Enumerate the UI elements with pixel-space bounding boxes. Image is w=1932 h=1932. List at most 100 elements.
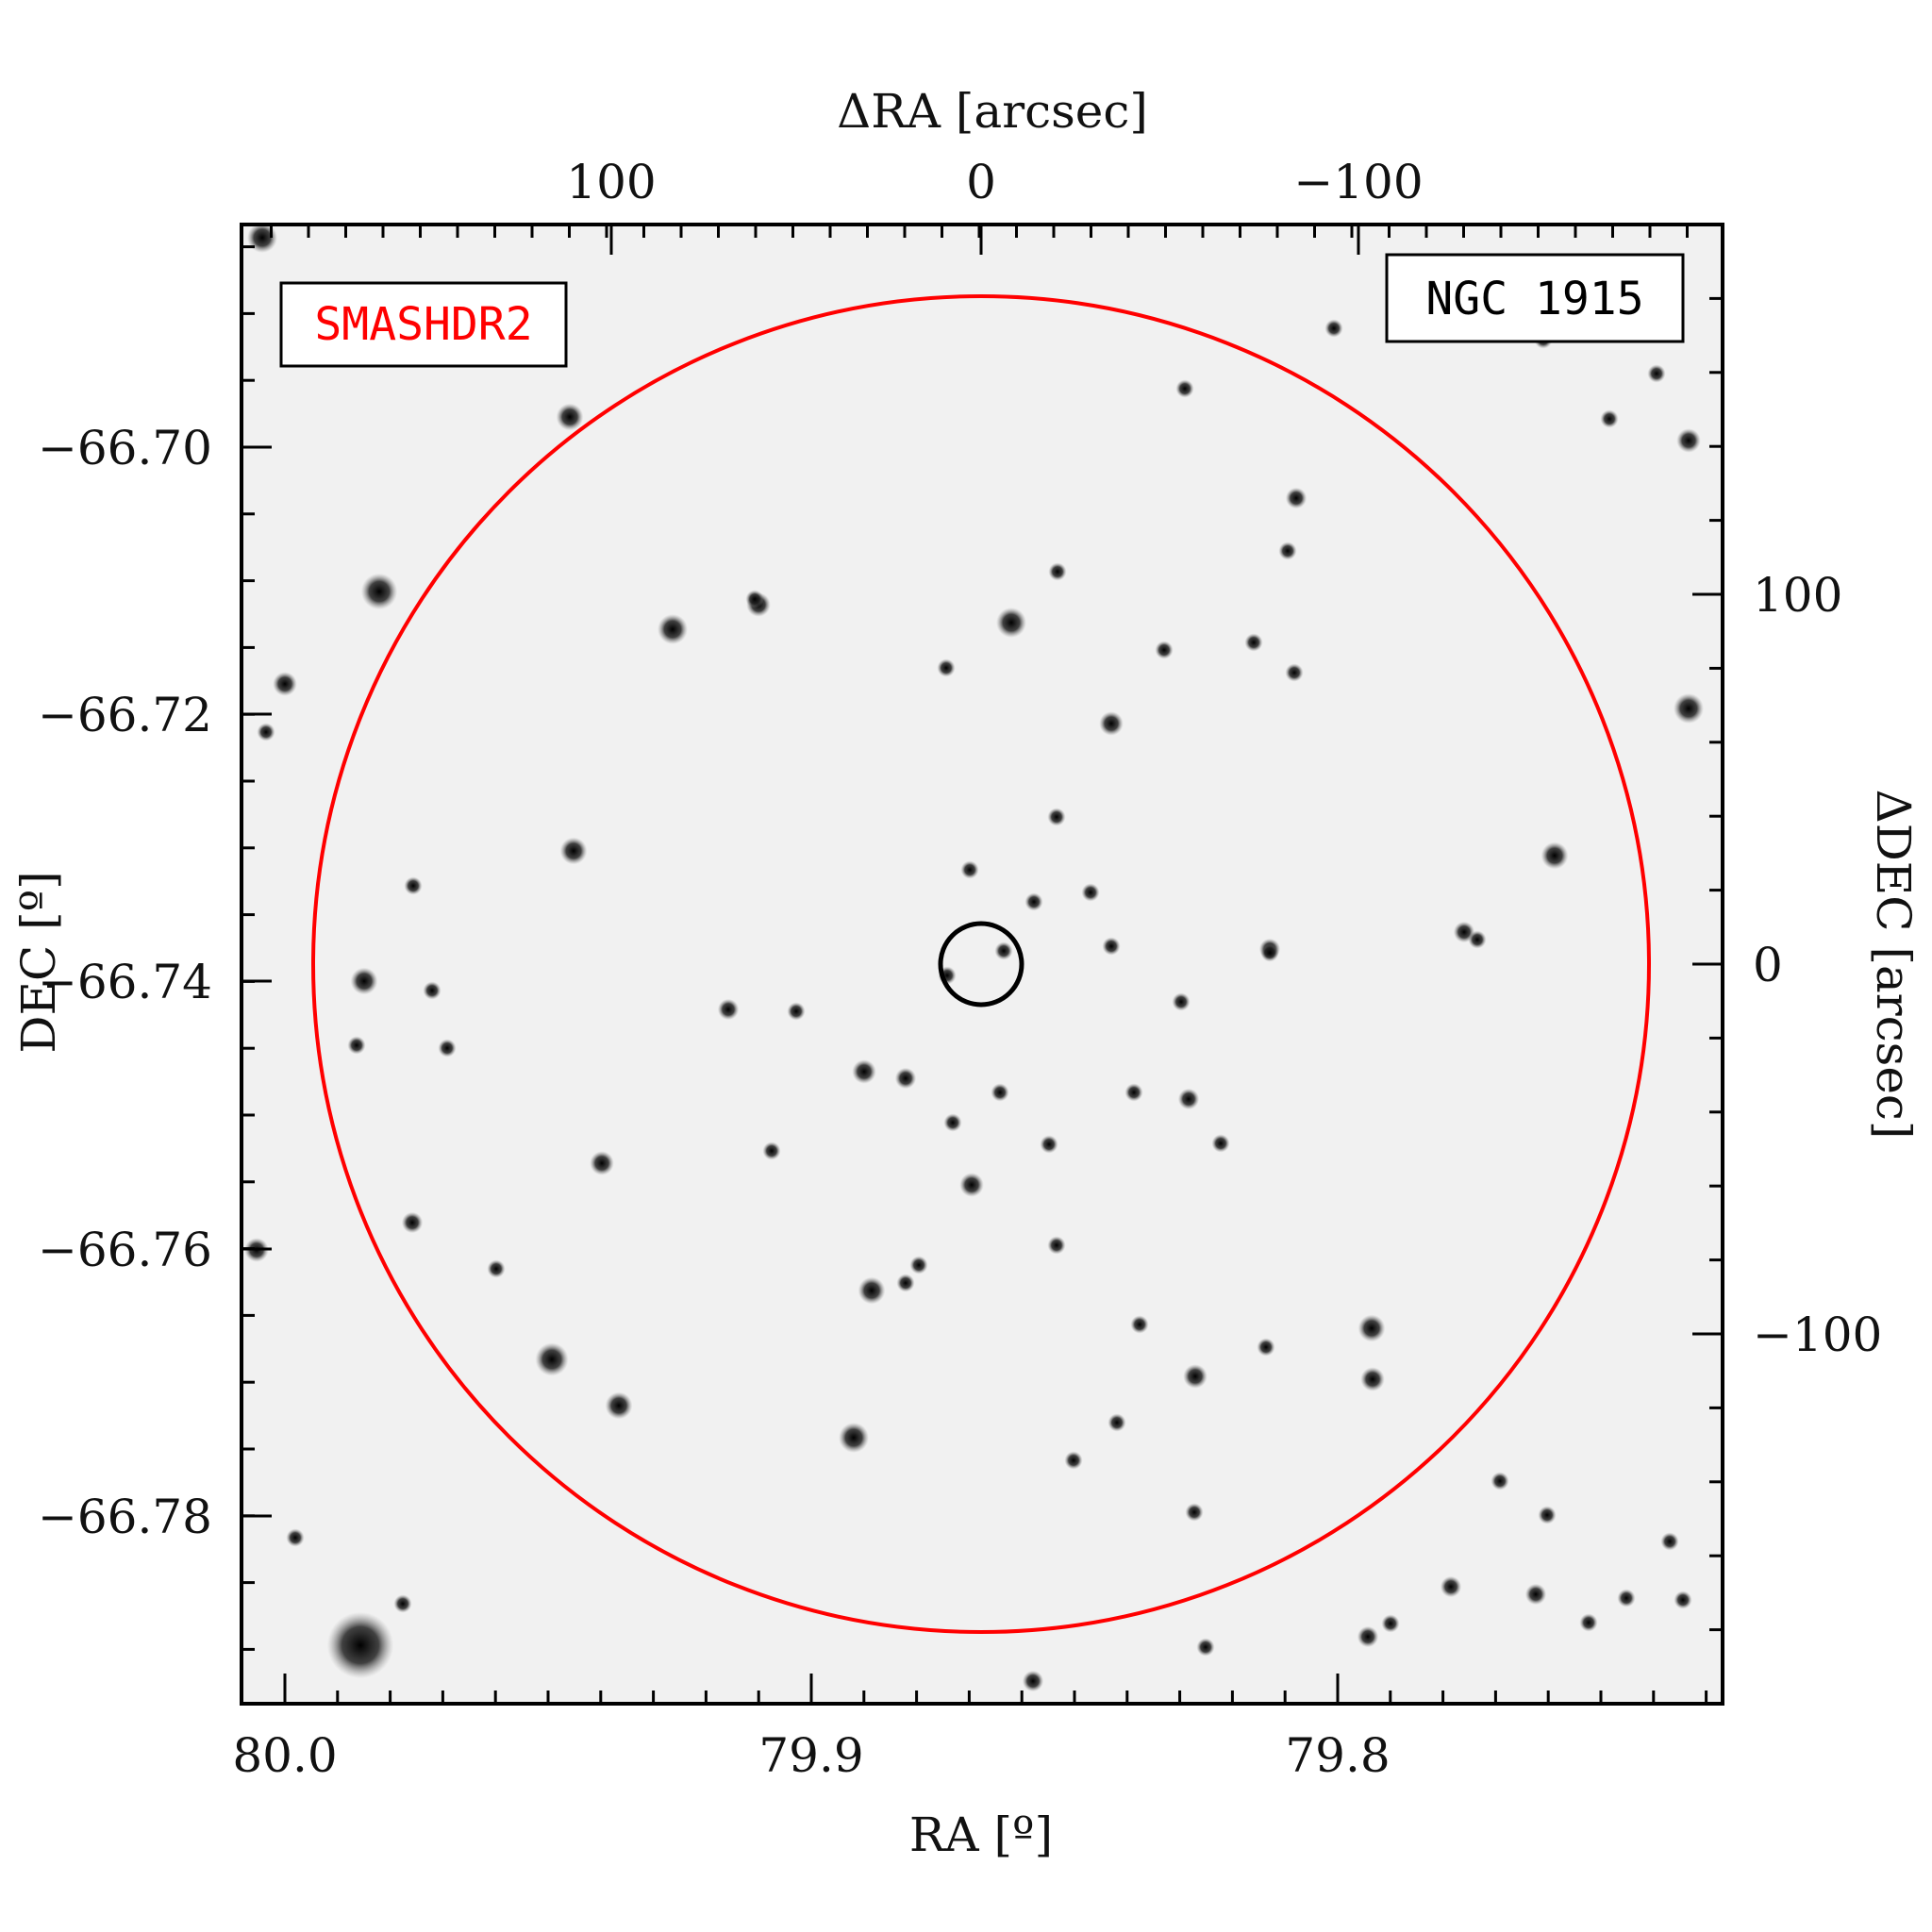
- survey-label: SMASHDR2: [314, 298, 532, 351]
- star: [1524, 1583, 1547, 1606]
- survey-label-box: SMASHDR2: [279, 281, 568, 368]
- star: [286, 1528, 305, 1547]
- star: [896, 1274, 915, 1292]
- star: [894, 1067, 917, 1090]
- left-axis-title: DEC [º]: [11, 871, 66, 1053]
- left-tick-label: −66.76: [38, 1223, 212, 1277]
- top-tick-labels: 100 0 −100: [566, 155, 1423, 209]
- bottom-tick-label: 80.0: [232, 1728, 337, 1783]
- right-tick-label: 0: [1753, 938, 1783, 992]
- star: [605, 1391, 633, 1420]
- star: [1360, 1367, 1385, 1391]
- star: [1211, 1134, 1230, 1153]
- star: [1108, 1413, 1126, 1432]
- star: [401, 1211, 424, 1234]
- star: [717, 998, 740, 1021]
- star: [1660, 1532, 1679, 1551]
- star: [404, 876, 423, 895]
- star: [1600, 409, 1619, 428]
- left-tick-label: −66.70: [38, 421, 212, 475]
- star: [438, 1039, 457, 1058]
- right-axis-title: ΔDEC [arcsec]: [1866, 790, 1921, 1140]
- star: [1285, 663, 1304, 682]
- bottom-axis-title: RA [º]: [909, 1807, 1053, 1862]
- right-tick-labels: 100 0 −100: [1753, 568, 1882, 1362]
- star: [1381, 1614, 1400, 1633]
- star: [1324, 319, 1343, 338]
- star: [1040, 1135, 1058, 1154]
- star: [360, 573, 398, 610]
- right-tick-label: −100: [1753, 1307, 1882, 1362]
- star: [1081, 883, 1100, 902]
- star: [1177, 1088, 1200, 1110]
- axis-ticks: [242, 223, 1723, 1704]
- star: [1440, 1575, 1462, 1598]
- star: [1538, 1506, 1557, 1524]
- star: [1257, 1338, 1275, 1357]
- star: [994, 941, 1013, 960]
- selection-radius-circle: [311, 294, 1651, 1634]
- star: [1102, 937, 1121, 956]
- star: [839, 1423, 869, 1453]
- star: [1175, 379, 1194, 398]
- left-tick-label: −66.74: [38, 955, 212, 1009]
- star: [1024, 892, 1043, 911]
- star: [1196, 1638, 1215, 1657]
- star: [350, 967, 378, 995]
- left-tick-labels: −66.70 −66.72 −66.74 −66.76 −66.78: [38, 421, 212, 1544]
- star: [273, 672, 297, 696]
- star: [1617, 1589, 1636, 1607]
- star: [487, 1259, 506, 1278]
- star: [1047, 808, 1066, 826]
- star-field: [244, 225, 1704, 1692]
- star: [858, 1276, 886, 1305]
- bottom-tick-label: 79.9: [758, 1728, 863, 1783]
- star: [1155, 641, 1174, 659]
- star: [1278, 541, 1297, 560]
- star: [347, 1036, 366, 1055]
- star: [257, 723, 275, 741]
- star: [1647, 364, 1666, 383]
- star: [559, 837, 588, 865]
- top-axis-title: ΔRA [arcsec]: [837, 84, 1148, 139]
- top-tick-label: 0: [966, 155, 996, 209]
- star: [658, 614, 688, 644]
- star: [1130, 1315, 1149, 1334]
- star: [937, 658, 956, 677]
- star: [996, 608, 1026, 638]
- star: [787, 1002, 806, 1021]
- cluster-core-circle: [938, 921, 1024, 1008]
- star: [909, 1256, 928, 1274]
- star: [1172, 992, 1191, 1011]
- star: [326, 1611, 394, 1679]
- star: [1468, 930, 1487, 949]
- top-tick-label: 100: [566, 155, 656, 209]
- star: [1579, 1613, 1598, 1632]
- star: [1674, 1591, 1692, 1609]
- star: [1244, 633, 1263, 652]
- star: [247, 225, 277, 253]
- star: [1285, 487, 1307, 509]
- star: [1099, 711, 1124, 736]
- bottom-tick-labels: 80.0 79.9 79.8: [232, 1728, 1390, 1783]
- star: [1541, 841, 1569, 870]
- left-tick-label: −66.78: [38, 1490, 212, 1544]
- star: [1183, 1364, 1208, 1389]
- star: [590, 1151, 614, 1175]
- star: [1124, 1083, 1143, 1102]
- right-tick-label: 100: [1753, 568, 1842, 623]
- star: [1064, 1451, 1083, 1470]
- top-tick-label: −100: [1293, 155, 1423, 209]
- star: [1674, 693, 1704, 724]
- star: [1022, 1670, 1044, 1692]
- star: [745, 590, 764, 608]
- object-label: NGC 1915: [1425, 273, 1643, 325]
- star: [959, 1173, 984, 1197]
- star: [535, 1342, 569, 1376]
- star: [991, 1083, 1009, 1102]
- star: [1185, 1503, 1204, 1522]
- object-label-box: NGC 1915: [1385, 253, 1685, 343]
- star: [960, 860, 979, 879]
- star: [423, 981, 441, 1000]
